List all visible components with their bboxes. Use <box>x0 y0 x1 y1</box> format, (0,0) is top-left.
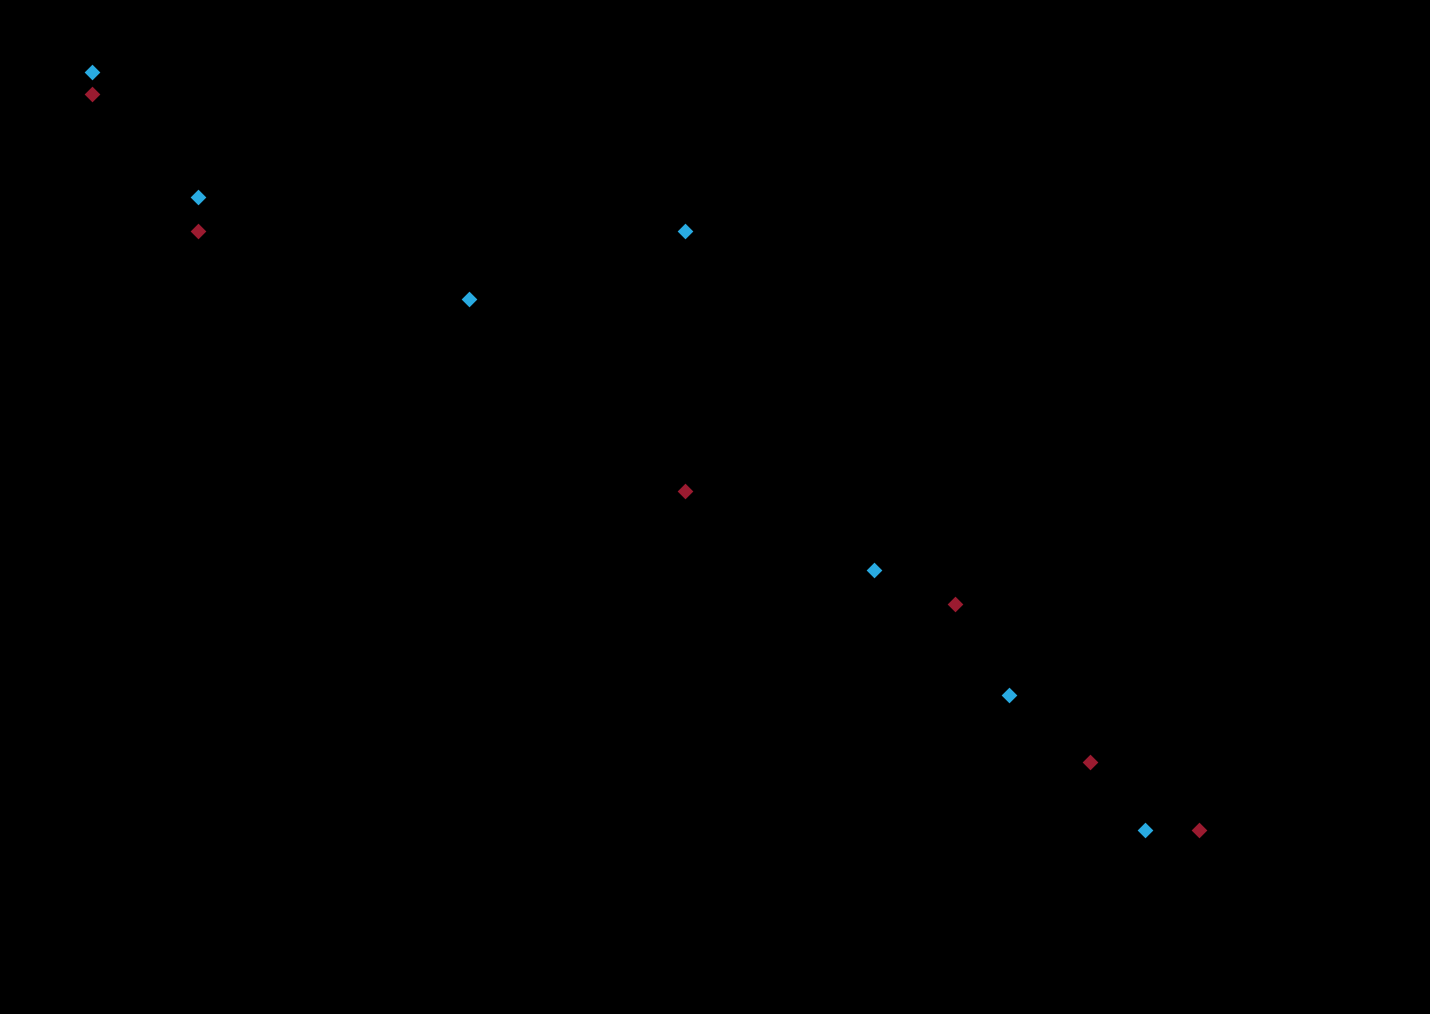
PLA <box>1133 822 1155 839</box>
PLA <box>998 686 1021 703</box>
PLA <box>187 189 210 205</box>
PLA/PBS <box>674 483 696 499</box>
PLA/PBS <box>1080 754 1103 771</box>
PLA/PBS <box>944 596 967 612</box>
PLA/PBS <box>187 223 210 239</box>
PLA <box>674 223 696 239</box>
Legend: PLA, PLA/PBS: PLA, PLA/PBS <box>70 58 189 107</box>
PLA <box>862 562 885 578</box>
Y-axis label: Crystallization Half-Time t½ (min): Crystallization Half-Time t½ (min) <box>14 374 30 631</box>
PLA <box>458 291 480 307</box>
X-axis label: Isothermal Crystallization Temperature (°C): Isothermal Crystallization Temperature (… <box>573 984 905 999</box>
PLA/PBS <box>1187 822 1210 839</box>
Title: Figure 13. Comparison of Crystallization Half-Times as Function of Isothermal Cr: Figure 13. Comparison of Crystallization… <box>265 15 1213 33</box>
